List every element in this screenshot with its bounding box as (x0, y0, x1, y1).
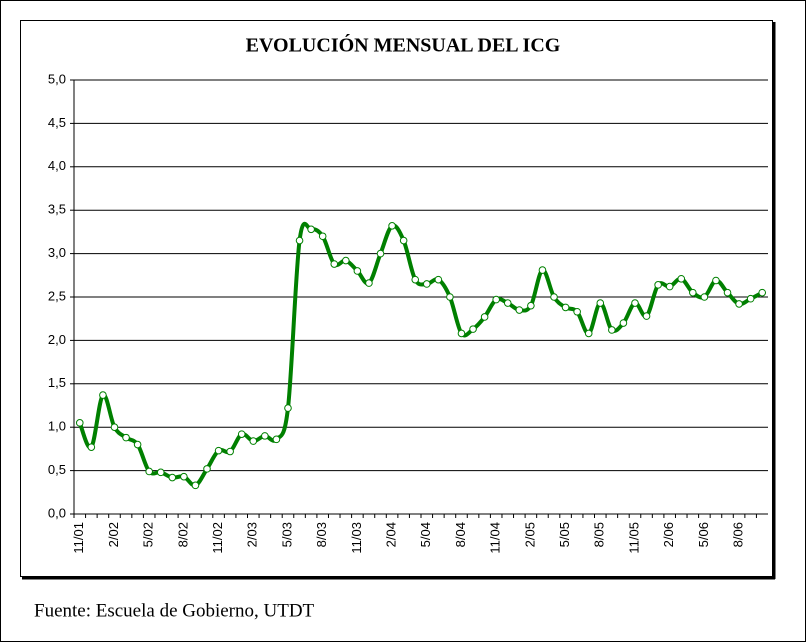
data-point (388, 222, 396, 230)
data-point (261, 432, 269, 440)
y-tick-label: 0,5 (48, 462, 66, 477)
data-point (642, 312, 651, 320)
y-tick-label: 1,0 (48, 419, 66, 434)
data-point (156, 468, 165, 477)
y-tick-label: 2,0 (48, 332, 66, 347)
data-point (631, 299, 639, 307)
data-point (538, 266, 547, 274)
data-point (365, 279, 373, 287)
data-point (712, 276, 720, 285)
data-point (758, 288, 767, 297)
data-point (99, 391, 107, 399)
y-tick-label: 3,0 (48, 245, 66, 260)
data-point (654, 281, 662, 289)
data-point (480, 313, 489, 321)
data-point (249, 437, 258, 445)
data-point (457, 329, 466, 338)
x-tick-label: 11/04 (488, 522, 503, 554)
data-point (330, 260, 339, 268)
source-note: Fuente: Escuela de Gobierno, UTDT (34, 600, 315, 621)
x-tick-label: 8/05 (592, 522, 607, 547)
data-point (237, 430, 246, 438)
x-tick-label: 5/03 (279, 522, 294, 547)
x-tick-label: 8/03 (314, 522, 329, 547)
data-point (307, 225, 315, 234)
data-point (550, 293, 558, 301)
x-tick-label: 5/06 (696, 522, 711, 547)
data-point (122, 433, 130, 442)
x-tick-label: 11/01 (71, 522, 86, 554)
data-point (226, 447, 234, 456)
x-tick-label: 8/04 (453, 522, 468, 547)
chart-title: EVOLUCIÓN MENSUAL DEL ICG (246, 33, 561, 57)
data-point (133, 440, 142, 449)
x-tick-label: 5/05 (557, 522, 572, 547)
data-point (665, 282, 674, 291)
data-point (203, 465, 211, 473)
data-point (284, 404, 292, 412)
x-tick-label: 8/06 (731, 522, 746, 547)
x-tick-label: 11/02 (210, 522, 225, 554)
data-point (608, 326, 616, 334)
data-point (180, 472, 188, 481)
x-tick-label: 5/04 (418, 522, 433, 547)
y-tick-label: 2,5 (48, 288, 66, 303)
data-point (527, 301, 535, 310)
y-tick-label: 4,5 (48, 115, 66, 130)
data-point (318, 232, 327, 241)
data-point (446, 293, 454, 301)
data-point (411, 275, 420, 284)
data-point (492, 295, 500, 304)
y-tick-label: 0,0 (48, 505, 66, 520)
x-tick-label: 2/03 (245, 522, 260, 547)
data-point (689, 288, 697, 297)
data-point (272, 435, 281, 444)
y-tick-label: 5,0 (48, 71, 66, 86)
data-point (110, 423, 119, 432)
data-point (434, 275, 443, 284)
y-tick-label: 4,0 (48, 158, 66, 173)
data-point (191, 481, 200, 490)
data-point (422, 280, 431, 288)
data-point (515, 306, 524, 314)
y-tick-label: 1,5 (48, 375, 66, 390)
x-tick-label: 2/06 (661, 522, 676, 547)
data-point (619, 319, 628, 327)
x-tick-label: 2/02 (106, 522, 121, 547)
x-tick-label: 8/02 (175, 522, 190, 547)
y-tick-label: 3,5 (48, 202, 66, 217)
chart-frame (20, 20, 773, 577)
data-point (735, 300, 743, 308)
data-point (584, 329, 593, 338)
data-point (746, 294, 755, 303)
x-tick-label: 11/05 (626, 522, 641, 554)
data-point (596, 299, 605, 307)
data-point (399, 236, 408, 245)
data-point (295, 236, 304, 245)
data-point (503, 299, 512, 307)
x-tick-label: 5/02 (141, 522, 156, 547)
data-point (214, 446, 223, 455)
data-point (573, 307, 581, 316)
data-point (700, 293, 709, 301)
data-point (376, 249, 385, 258)
data-point (87, 443, 96, 451)
data-point (342, 256, 350, 265)
data-point (723, 288, 732, 297)
x-tick-label: 11/03 (349, 522, 364, 554)
x-tick-label: 2/05 (522, 522, 537, 547)
data-point (353, 267, 362, 275)
data-point (145, 467, 153, 476)
data-point (469, 325, 477, 333)
data-point (561, 303, 570, 312)
data-point (677, 274, 686, 283)
data-point (75, 419, 84, 427)
data-point (168, 473, 177, 482)
x-tick-label: 2/04 (384, 522, 399, 547)
